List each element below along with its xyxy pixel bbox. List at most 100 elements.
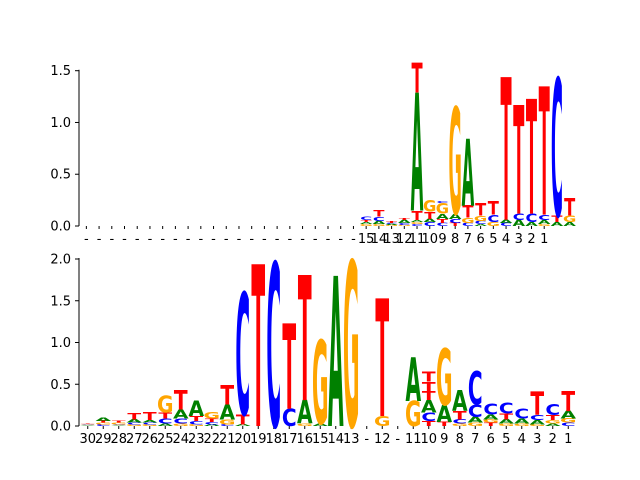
logo-letter-G: G xyxy=(110,422,127,425)
y-tick-label: 1.0 xyxy=(50,336,71,351)
logo-letter-C: C xyxy=(530,414,545,422)
logo-letter-T: T xyxy=(475,200,487,219)
x-tick-label: 6 xyxy=(476,232,484,247)
logo-letter-A: A xyxy=(411,61,424,250)
logo-letter-A: A xyxy=(449,212,462,220)
x-tick-label: - xyxy=(313,232,318,247)
logo-letter-G: G xyxy=(141,424,158,427)
logo-letter-G: G xyxy=(172,423,189,427)
logo-letter-C: C xyxy=(173,417,188,425)
logo-letter-A: A xyxy=(483,413,499,421)
logo-letter-T: T xyxy=(539,53,550,257)
logo-letter-A: A xyxy=(373,220,387,225)
x-tick-label: 27 xyxy=(126,432,143,447)
logo-letter-T: T xyxy=(564,193,575,221)
logo-letter-C: C xyxy=(462,222,474,227)
x-tick-label: 6 xyxy=(487,432,495,447)
x-tick-label: - xyxy=(148,232,153,247)
logo-letter-A: A xyxy=(405,347,421,415)
logo-letter-G: G xyxy=(538,223,551,226)
logo-letter-G: G xyxy=(498,423,515,427)
logo-letter-T: T xyxy=(422,370,436,386)
logo-column: GAC xyxy=(513,407,530,427)
logo-letter-C: C xyxy=(514,407,529,423)
logo-letter-T: T xyxy=(450,222,462,227)
x-tick-label: 15 xyxy=(312,432,329,447)
logo-letter-T: T xyxy=(174,385,188,416)
logo-letter-C: C xyxy=(398,222,410,225)
logo-column: GCT xyxy=(487,199,500,228)
logo-letter-A: A xyxy=(411,219,424,222)
logo-letter-A: A xyxy=(538,219,551,226)
bottom-logo-panel: 0.00.51.01.52.03029282726252423222120191… xyxy=(50,216,577,479)
x-tick-label: 20 xyxy=(234,432,251,447)
x-tick-label: 26 xyxy=(141,432,158,447)
y-tick-label: 0.5 xyxy=(50,168,71,183)
logo-letter-T: T xyxy=(96,421,110,424)
logo-column: A xyxy=(328,236,344,475)
logo-letter-G: G xyxy=(374,414,391,430)
logo-letter-T: T xyxy=(424,210,436,222)
logo-letter-T: T xyxy=(251,222,265,480)
logo-letter-T: T xyxy=(453,409,468,422)
x-tick-label: - xyxy=(97,232,102,247)
logo-letter-T: T xyxy=(500,38,511,266)
logo-letter-C: C xyxy=(526,212,538,225)
logo-letter-C: C xyxy=(282,404,297,432)
logo-letter-C: C xyxy=(204,421,219,425)
logo-letter-A: A xyxy=(514,417,530,425)
logo-column: GA xyxy=(405,347,422,434)
x-tick-label: - xyxy=(275,232,280,247)
logo-letter-C: C xyxy=(266,218,281,480)
y-tick-label: 1.5 xyxy=(50,294,71,309)
x-tick-label: 2 xyxy=(527,232,535,247)
x-tick-label: - xyxy=(249,232,254,247)
x-tick-label: 15 xyxy=(358,232,375,247)
logo-letter-A: A xyxy=(452,384,468,418)
logo-letter-C: C xyxy=(561,422,576,427)
logo-letter-C: C xyxy=(551,41,563,261)
logo-letter-A: A xyxy=(173,406,189,421)
logo-letter-A: A xyxy=(423,218,437,223)
logo-letter-A: A xyxy=(385,224,398,226)
logo-letter-A: A xyxy=(204,424,221,427)
logo-letter-T: T xyxy=(236,412,250,428)
x-tick-label: - xyxy=(395,432,400,447)
logo-letter-G: G xyxy=(461,216,474,224)
x-tick-label: 22 xyxy=(203,432,220,447)
x-tick-label: 14 xyxy=(371,232,388,247)
logo-letter-C: C xyxy=(487,213,499,225)
logo-letter-C: C xyxy=(142,422,157,425)
logo-letter-C: C xyxy=(360,216,372,221)
x-tick-label: 12 xyxy=(396,232,413,247)
logo-letter-A: A xyxy=(560,409,576,421)
logo-letter-G: G xyxy=(482,419,499,424)
x-tick-label: - xyxy=(287,232,292,247)
logo-letter-C: C xyxy=(373,216,385,223)
logo-letter-G: G xyxy=(188,424,205,427)
logo-letter-T: T xyxy=(462,202,474,221)
x-tick-label: 1 xyxy=(564,432,572,447)
logo-letter-G: G xyxy=(436,201,449,218)
logo-column: AGT xyxy=(563,193,577,227)
logo-column: ATC xyxy=(235,261,252,455)
logo-letter-A: A xyxy=(297,395,313,432)
logo-letter-G: G xyxy=(95,422,112,425)
logo-letter-T: T xyxy=(484,422,498,427)
logo-letter-G: G xyxy=(359,223,372,226)
logo-letter-A: A xyxy=(529,419,545,426)
logo-column: G xyxy=(343,216,360,479)
logo-letter-A: A xyxy=(157,423,174,427)
logo-letter-T: T xyxy=(399,217,410,220)
logo-column: AG xyxy=(312,319,329,451)
